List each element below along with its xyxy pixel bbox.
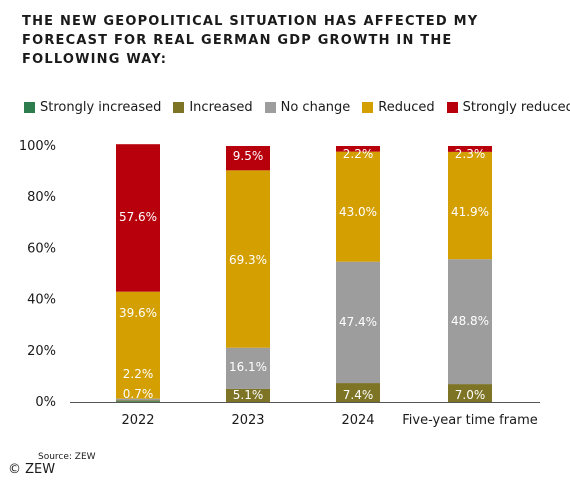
legend-item-strongly-reduced: Strongly reduced [446, 99, 570, 115]
bar-segment [226, 347, 270, 389]
x-tick-label: 2024 [341, 413, 374, 428]
legend-label-strongly-increased: Strongly increased [40, 99, 162, 115]
data-label: 2.3% [455, 147, 486, 161]
data-label: 41.9% [451, 205, 489, 219]
x-tick-label: 2022 [121, 413, 154, 428]
legend-item-reduced: Reduced [362, 99, 435, 115]
legend-label-reduced: Reduced [378, 99, 435, 115]
data-label: 16.1% [229, 360, 267, 374]
y-tick-label: 20% [27, 344, 56, 359]
bar-segment [336, 151, 380, 262]
y-tick-label: 0% [35, 395, 56, 410]
y-tick-label: 60% [27, 241, 56, 256]
data-label: 5.1% [233, 388, 264, 402]
bar-segment [448, 259, 492, 385]
bar-segment [226, 170, 270, 348]
x-tick-label: Five-year time frame [402, 413, 537, 428]
y-tick-label: 80% [27, 190, 56, 205]
bar-segment [336, 261, 380, 384]
bar-segment [116, 398, 160, 401]
legend-label-no-change: No change [280, 99, 351, 115]
bar-segment [448, 151, 492, 260]
bar-segment [336, 146, 380, 152]
data-label: 57.6% [119, 210, 157, 224]
bar-segment [116, 401, 160, 402]
data-label: 7.4% [343, 388, 374, 402]
legend-swatch-increased [173, 101, 185, 113]
bar-segment [116, 291, 160, 399]
copyright-note: © ZEW [8, 462, 56, 477]
bar-segment [226, 388, 270, 402]
data-label: 39.6% [119, 306, 157, 320]
legend-item-strongly-increased: Strongly increased [24, 100, 161, 115]
y-tick-label: 100% [19, 139, 56, 154]
legend-swatch-strongly-reduced [446, 101, 458, 113]
legend-swatch-reduced [362, 101, 374, 113]
data-label: 48.8% [451, 314, 489, 328]
data-label: 43.0% [339, 205, 377, 219]
y-tick-label: 40% [27, 293, 56, 308]
legend-item-increased: Increased [173, 99, 253, 115]
bar-segment [226, 146, 270, 171]
legend-swatch-no-change [264, 101, 276, 113]
bar-segment [116, 144, 160, 292]
data-label: 7.0% [455, 388, 486, 402]
legend-item-no-change: No change [264, 99, 351, 115]
chart-title: THE NEW GEOPOLITICAL SITUATION HAS AFFEC… [22, 14, 479, 67]
data-label: 2.2% [123, 367, 154, 381]
bar-segment [448, 146, 492, 152]
bar-segment [336, 383, 380, 402]
data-label: 47.4% [339, 315, 377, 329]
data-label: 9.5% [233, 149, 264, 163]
data-label: 69.3% [229, 253, 267, 267]
data-label: 0.7% [123, 387, 154, 401]
x-tick-label: 2023 [231, 413, 264, 428]
data-label: 2.2% [343, 147, 374, 161]
legend: Strongly increased Increased No change R… [24, 98, 570, 116]
legend-swatch-strongly-increased [24, 101, 35, 113]
legend-label-strongly-reduced: Strongly reduced [462, 99, 570, 115]
legend-label-increased: Increased [189, 99, 253, 115]
bar-segment [448, 384, 492, 402]
source-note: Source: ZEW [38, 452, 96, 462]
bar-segment [116, 400, 160, 402]
